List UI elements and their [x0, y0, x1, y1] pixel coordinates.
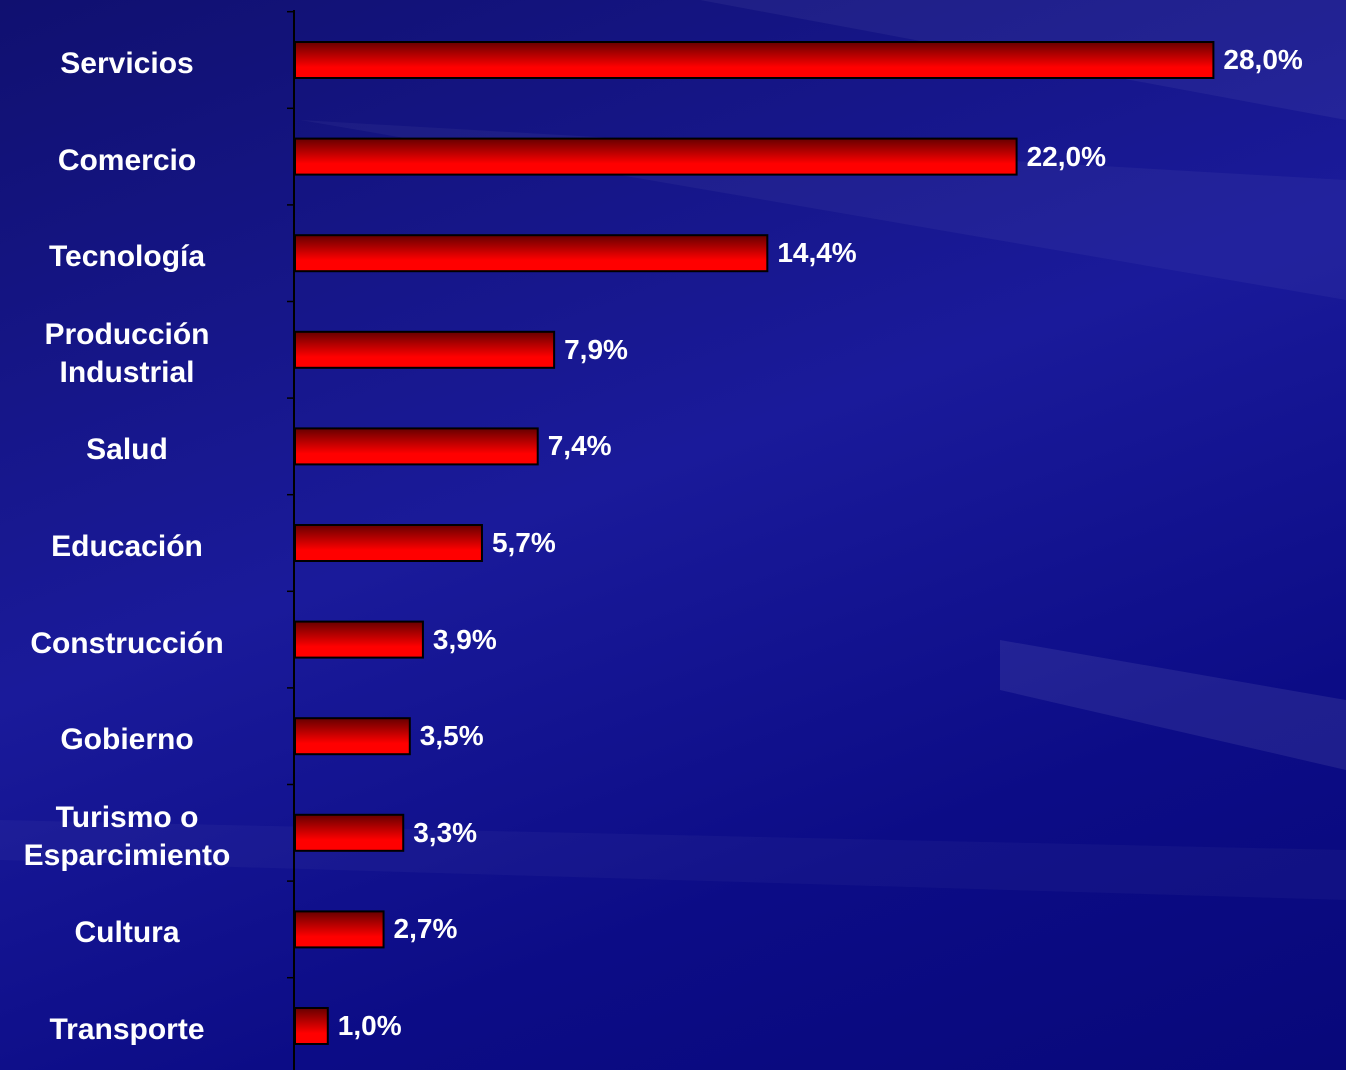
category-label: Educación — [51, 530, 203, 563]
category-label: Producción Industrial — [44, 317, 210, 389]
bar-shade — [295, 718, 410, 755]
category-label: Gobierno — [60, 723, 194, 757]
value-label: 14,4% — [777, 237, 857, 269]
value-label: 7,4% — [547, 430, 612, 462]
category-label: Construcción — [30, 626, 224, 660]
category-label: Servicios — [60, 47, 194, 80]
value-label: 28,0% — [1223, 44, 1303, 75]
value-label: 3,5% — [419, 720, 484, 752]
bar-shade — [295, 428, 538, 465]
value-label: 3,3% — [413, 816, 478, 848]
category-label: Salud — [86, 433, 168, 467]
category-label: Comercio — [57, 143, 197, 177]
value-label: 1,0% — [337, 1010, 402, 1041]
bar-shade — [295, 42, 1214, 78]
bar-shade — [295, 235, 768, 272]
bar-shade — [295, 525, 482, 561]
value-label: 3,9% — [432, 623, 497, 655]
bar-shade — [295, 911, 384, 948]
category-label: Turismo o Esparcimiento — [23, 800, 231, 872]
value-label: 5,7% — [491, 527, 556, 558]
value-label: 22,0% — [1026, 140, 1106, 172]
category-label: Transporte — [49, 1013, 205, 1046]
value-label: 2,7% — [393, 913, 458, 945]
bar-shade — [295, 621, 423, 658]
bar-shade — [295, 814, 404, 851]
category-label: Tecnología — [48, 240, 206, 274]
bar-shade — [295, 331, 555, 368]
bar-shade — [295, 138, 1017, 175]
category-label: Cultura — [74, 916, 180, 950]
bar-shade — [295, 1008, 328, 1044]
value-label: 7,9% — [564, 333, 628, 365]
